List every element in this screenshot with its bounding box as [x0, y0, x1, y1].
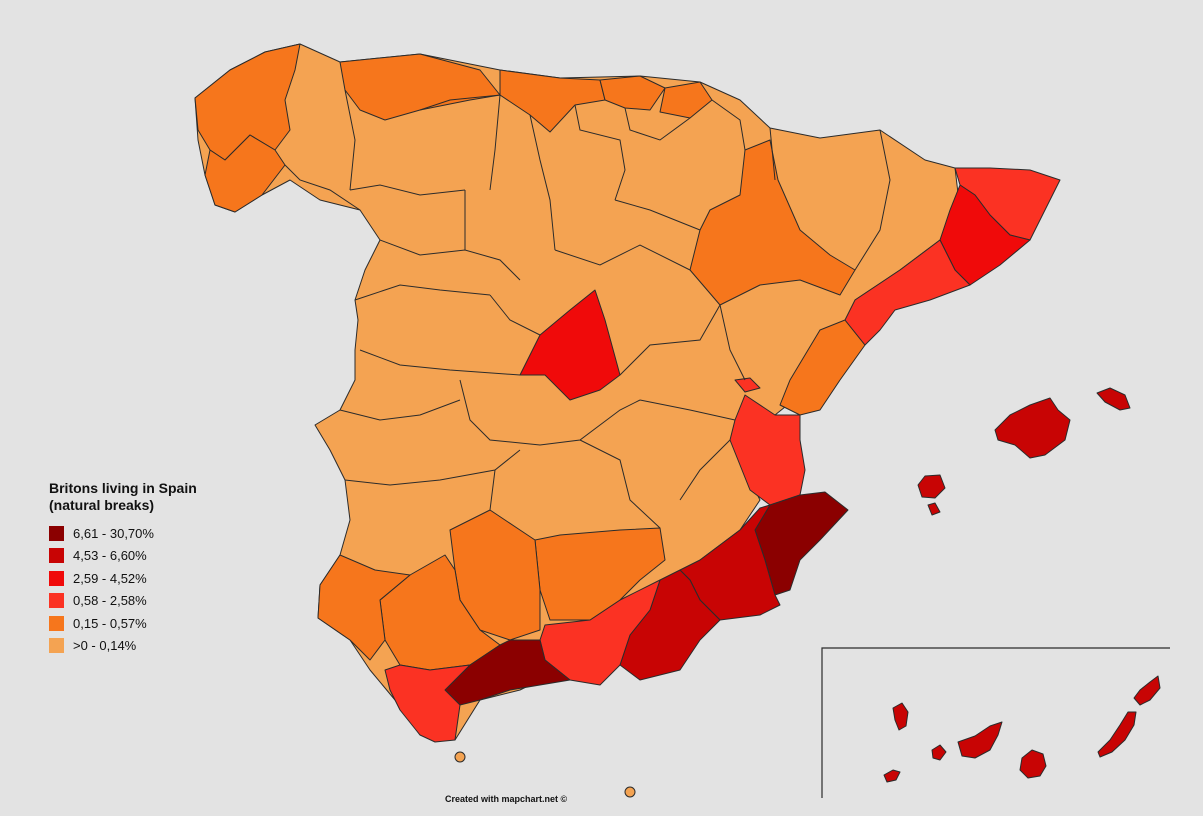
legend-label: 6,61 - 30,70% [73, 525, 154, 541]
region-tenerife [957, 721, 1003, 759]
region-asturias [339, 53, 501, 121]
region-el-hierro [883, 769, 901, 783]
legend-item: 4,53 - 6,60% [49, 545, 197, 568]
legend-item: 6,61 - 30,70% [49, 522, 197, 545]
region-gipuzkoa [659, 81, 713, 119]
region-ibiza [917, 474, 946, 499]
region-huelva [317, 554, 411, 661]
region-sevilla [379, 554, 501, 671]
map-legend: Britons living in Spain (natural breaks)… [49, 480, 197, 657]
region-fuerteventura [1097, 711, 1137, 758]
legend-title: Britons living in Spain (natural breaks) [49, 480, 197, 514]
region-ceuta [454, 751, 466, 763]
region-madrid [519, 289, 621, 401]
legend-item: 2,59 - 4,52% [49, 567, 197, 590]
legend-label: >0 - 0,14% [73, 638, 137, 654]
region-melilla [624, 786, 636, 798]
legend-title-line1: Britons living in Spain [49, 480, 197, 496]
region-cadiz [384, 664, 471, 743]
region-la-palma [892, 702, 909, 731]
legend-swatch [49, 570, 64, 586]
region-formentera [927, 502, 941, 516]
region-menorca [1096, 387, 1131, 411]
legend-item: >0 - 0,14% [49, 635, 197, 658]
legend-label: 0,15 - 0,57% [73, 615, 147, 631]
legend-swatch [49, 615, 64, 631]
legend-label: 4,53 - 6,60% [73, 548, 147, 564]
region-mallorca [994, 397, 1071, 459]
legend-swatch [49, 548, 64, 564]
region-la-gomera [931, 744, 947, 761]
region-bizkaia [599, 75, 666, 111]
legend-item: 0,15 - 0,57% [49, 612, 197, 635]
legend-title-line2: (natural breaks) [49, 497, 155, 513]
credit-text: Created with mapchart.net © [445, 794, 568, 804]
region-gran-canaria [1019, 749, 1047, 779]
province-borders [284, 89, 891, 529]
region-zaragoza [689, 139, 856, 306]
legend-item: 0,58 - 2,58% [49, 590, 197, 613]
legend-label: 2,59 - 4,52% [73, 570, 147, 586]
region-lanzarote [1133, 675, 1161, 706]
region-tarragona [844, 239, 971, 346]
canary-inset-frame [821, 647, 1170, 798]
legend-swatch [49, 593, 64, 609]
legend-swatch [49, 638, 64, 654]
region-jaen [534, 527, 666, 621]
region-barcelona [939, 184, 1031, 286]
legend-label: 0,58 - 2,58% [73, 593, 147, 609]
region-rincon-de-ademuz [734, 377, 761, 393]
legend-swatch [49, 525, 64, 541]
region-pontevedra [204, 134, 286, 213]
